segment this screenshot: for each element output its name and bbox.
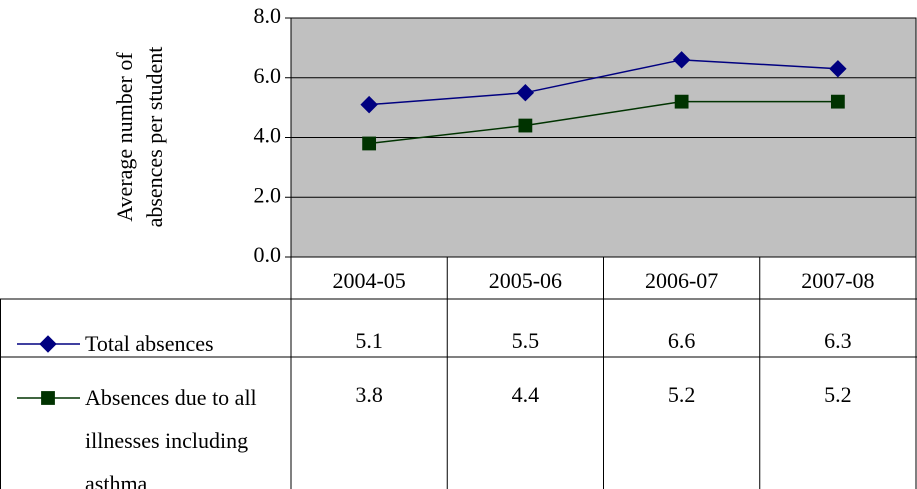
legend-key-marker bbox=[39, 335, 57, 353]
table-value: 6.3 bbox=[824, 328, 852, 353]
table-value: 4.4 bbox=[512, 382, 540, 407]
data-point bbox=[516, 83, 535, 102]
data-point bbox=[829, 60, 847, 78]
table-value: 5.5 bbox=[512, 328, 540, 353]
data-point bbox=[362, 136, 377, 151]
data-point bbox=[830, 94, 845, 109]
table-value: 6.6 bbox=[668, 328, 696, 353]
table-value: 5.1 bbox=[355, 328, 383, 353]
table-value: 3.8 bbox=[355, 382, 383, 407]
data-point bbox=[674, 94, 689, 109]
series-line bbox=[369, 59, 838, 106]
y-axis-title: Average number of absences per student bbox=[112, 46, 167, 228]
table-value: 5.2 bbox=[824, 382, 852, 407]
legend-key-marker bbox=[41, 391, 55, 405]
legend-label: Total absences bbox=[85, 331, 214, 356]
x-tick-label: 2004-05 bbox=[332, 268, 405, 293]
x-tick-label: 2005-06 bbox=[489, 268, 562, 293]
x-tick-label: 2006-07 bbox=[645, 268, 718, 293]
y-tick-label: 6.0 bbox=[254, 63, 282, 88]
y-tick-label: 8.0 bbox=[254, 3, 282, 28]
data-point bbox=[518, 118, 533, 133]
y-tick-label: 4.0 bbox=[254, 123, 282, 148]
series-line bbox=[369, 100, 838, 145]
y-tick-label: 2.0 bbox=[254, 182, 282, 207]
y-tick-label: 0.0 bbox=[254, 242, 282, 267]
data-point bbox=[672, 51, 691, 69]
x-tick-label: 2007-08 bbox=[801, 268, 874, 293]
legend-label: Absences due to all illnesses including … bbox=[85, 385, 257, 489]
data-point bbox=[360, 95, 378, 114]
table-value: 5.2 bbox=[668, 382, 696, 407]
